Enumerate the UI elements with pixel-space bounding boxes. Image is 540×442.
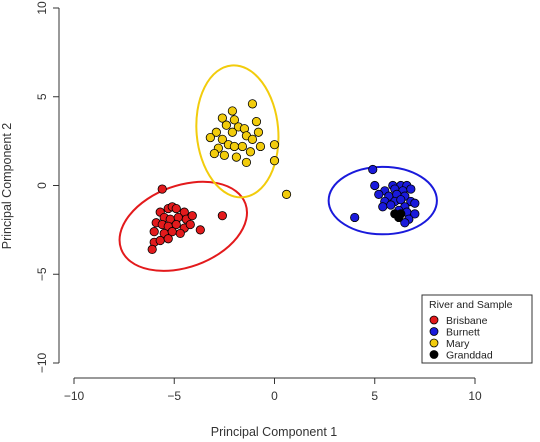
mary-point — [217, 113, 227, 123]
mary-point — [209, 148, 219, 159]
burnett-point — [368, 164, 378, 175]
mary-point — [245, 147, 256, 157]
brisbane-point — [157, 184, 167, 194]
mary-legend-marker — [429, 338, 439, 348]
mary-point — [247, 99, 258, 109]
brisbane-legend-marker — [429, 315, 439, 325]
mary-point — [221, 120, 231, 130]
y-tick-label: 5 — [35, 93, 49, 100]
y-axis-label: Principal Component 2 — [0, 123, 14, 250]
brisbane-point — [175, 228, 185, 239]
x-tick-label: −10 — [64, 389, 85, 403]
x-tick-label: −5 — [167, 389, 181, 403]
mary-point — [229, 115, 239, 125]
brisbane-point — [187, 211, 197, 221]
mary-point — [255, 141, 266, 152]
data-points — [147, 99, 420, 254]
mary-point — [227, 127, 237, 137]
brisbane-point — [217, 211, 227, 221]
brisbane-ellipse — [118, 180, 248, 272]
brisbane-point — [171, 203, 181, 214]
x-tick-label: 0 — [271, 389, 278, 403]
legend-label-burnett: Burnett — [446, 326, 480, 338]
brisbane-point — [195, 225, 205, 235]
burnett-point — [378, 202, 388, 212]
mary-point — [241, 157, 252, 168]
confidence-ellipses — [118, 64, 438, 272]
legend: River and Sample BrisbaneBurnettMaryGrand… — [421, 294, 533, 364]
mary-point — [281, 189, 292, 199]
burnett-point — [350, 212, 360, 223]
brisbane-point — [185, 219, 195, 230]
axes: −10 −5 0 5 10 −10 −5 0 5 10 — [35, 1, 482, 403]
granddad-point — [394, 212, 404, 223]
legend-label-granddad: Granddad — [446, 349, 493, 361]
brisbane-point — [149, 227, 159, 237]
mary-point — [229, 141, 239, 152]
y-tick-label: −10 — [35, 352, 49, 373]
mary-point — [251, 117, 262, 127]
burnett-point — [406, 184, 416, 194]
burnett-point — [400, 218, 410, 228]
mary-point — [269, 156, 280, 166]
mary-point — [231, 152, 242, 162]
brisbane-point — [171, 219, 181, 230]
mary-point — [237, 141, 248, 152]
legend-title: River and Sample — [429, 299, 513, 311]
x-axis-label: Principal Component 1 — [211, 425, 338, 439]
burnett-ellipse — [327, 165, 438, 236]
burnett-point — [410, 198, 420, 208]
y-tick-label: −5 — [35, 267, 49, 281]
mary-point — [217, 134, 227, 144]
brisbane-point — [155, 235, 165, 246]
mary-point — [219, 150, 229, 160]
burnett-point — [386, 200, 396, 210]
brisbane-point — [147, 244, 157, 254]
mary-point — [269, 140, 280, 150]
x-tick-label: 10 — [468, 389, 482, 403]
y-tick-label: 0 — [35, 182, 49, 189]
burnett-point — [374, 189, 384, 199]
burnett-point — [370, 180, 380, 191]
burnett-point — [396, 195, 406, 205]
mary-point — [211, 127, 221, 137]
burnett-legend-marker — [429, 327, 439, 336]
legend-label-mary: Mary — [446, 338, 470, 350]
brisbane-point — [163, 234, 173, 244]
mary-point — [247, 134, 258, 144]
x-tick-label: 5 — [371, 389, 378, 403]
mary-point — [253, 127, 264, 137]
y-tick-label: 10 — [35, 1, 49, 15]
mary-point — [227, 106, 237, 116]
granddad-legend-marker — [429, 350, 439, 359]
mary-ellipse — [195, 64, 280, 199]
mary-point — [205, 132, 215, 143]
legend-label-brisbane: Brisbane — [446, 315, 488, 327]
burnett-point — [410, 209, 420, 219]
legend-box — [421, 294, 533, 364]
